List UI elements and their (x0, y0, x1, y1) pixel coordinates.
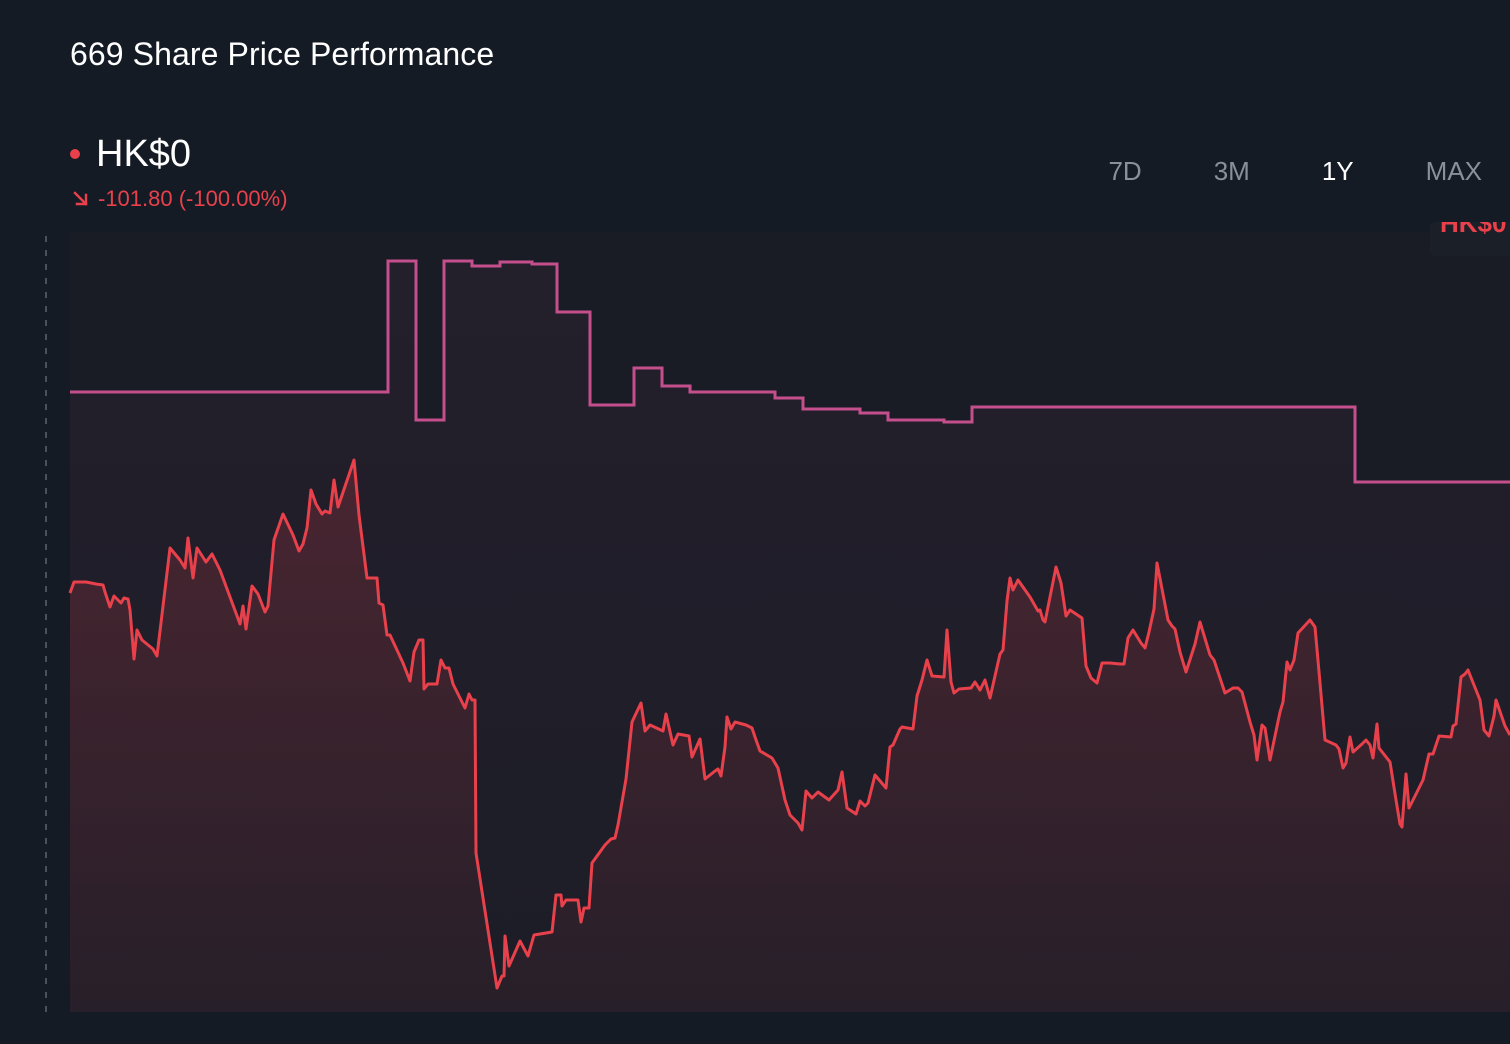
arrow-down-right-icon (73, 191, 88, 206)
current-price-row: HK$0 (68, 132, 288, 176)
series-dot-icon (70, 149, 80, 159)
period-tab-max[interactable]: MAX (1425, 156, 1482, 186)
period-tab-1y[interactable]: 1Y (1321, 156, 1354, 186)
page-title: 669 Share Price Performance (70, 36, 495, 72)
price-change-text: -101.80 (-100.00%) (98, 186, 288, 211)
price-series-line (68, 458, 1510, 990)
price-series-area (70, 460, 1510, 1012)
price-chart[interactable] (0, 230, 1510, 1020)
price-change-row: -101.80 (-100.00%) (68, 186, 288, 212)
chart-canvas[interactable] (0, 230, 1510, 1020)
period-tab-3m[interactable]: 3M (1213, 156, 1250, 186)
current-price: HK$0 (96, 133, 192, 175)
current-price-tag: HK$0 (1430, 222, 1510, 256)
period-selector: 7D 3M 1Y MAX (1064, 156, 1510, 187)
current-price-tag-label: HK$0 (1440, 222, 1507, 238)
step-series-line (70, 259, 1510, 484)
price-legend: HK$0 -101.80 (-100.00%) (68, 132, 288, 212)
period-tab-7d[interactable]: 7D (1108, 156, 1142, 186)
